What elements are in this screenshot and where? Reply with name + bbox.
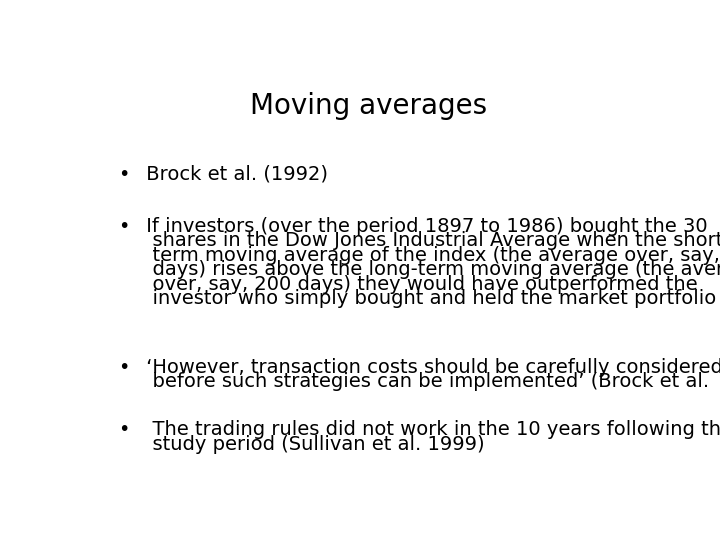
- Text: •: •: [118, 358, 130, 377]
- Text: Brock et al. (1992): Brock et al. (1992): [140, 165, 328, 184]
- Text: days) rises above the long-term moving average (the average: days) rises above the long-term moving a…: [140, 260, 720, 279]
- Text: before such strategies can be implemented’ (Brock et al.  1992): before such strategies can be implemente…: [140, 373, 720, 392]
- Text: •: •: [118, 420, 130, 440]
- Text: ‘However, transaction costs should be carefully considered: ‘However, transaction costs should be ca…: [140, 358, 720, 377]
- Text: study period (Sullivan et al. 1999): study period (Sullivan et al. 1999): [140, 435, 485, 454]
- Text: over, say, 200 days) they would have outperformed the: over, say, 200 days) they would have out…: [140, 275, 698, 294]
- Text: •: •: [118, 165, 130, 184]
- Text: shares in the Dow Jones Industrial Average when the short-: shares in the Dow Jones Industrial Avera…: [140, 231, 720, 250]
- Text: The trading rules did not work in the 10 years following the: The trading rules did not work in the 10…: [140, 420, 720, 440]
- Text: investor who simply bought and held the market portfolio: investor who simply bought and held the …: [140, 289, 716, 308]
- Text: If investors (over the period 1897 to 1986) bought the 30: If investors (over the period 1897 to 19…: [140, 217, 708, 235]
- Text: •: •: [118, 217, 130, 235]
- Text: Moving averages: Moving averages: [251, 92, 487, 120]
- Text: term moving average of the index (the average over, say, 50: term moving average of the index (the av…: [140, 246, 720, 265]
